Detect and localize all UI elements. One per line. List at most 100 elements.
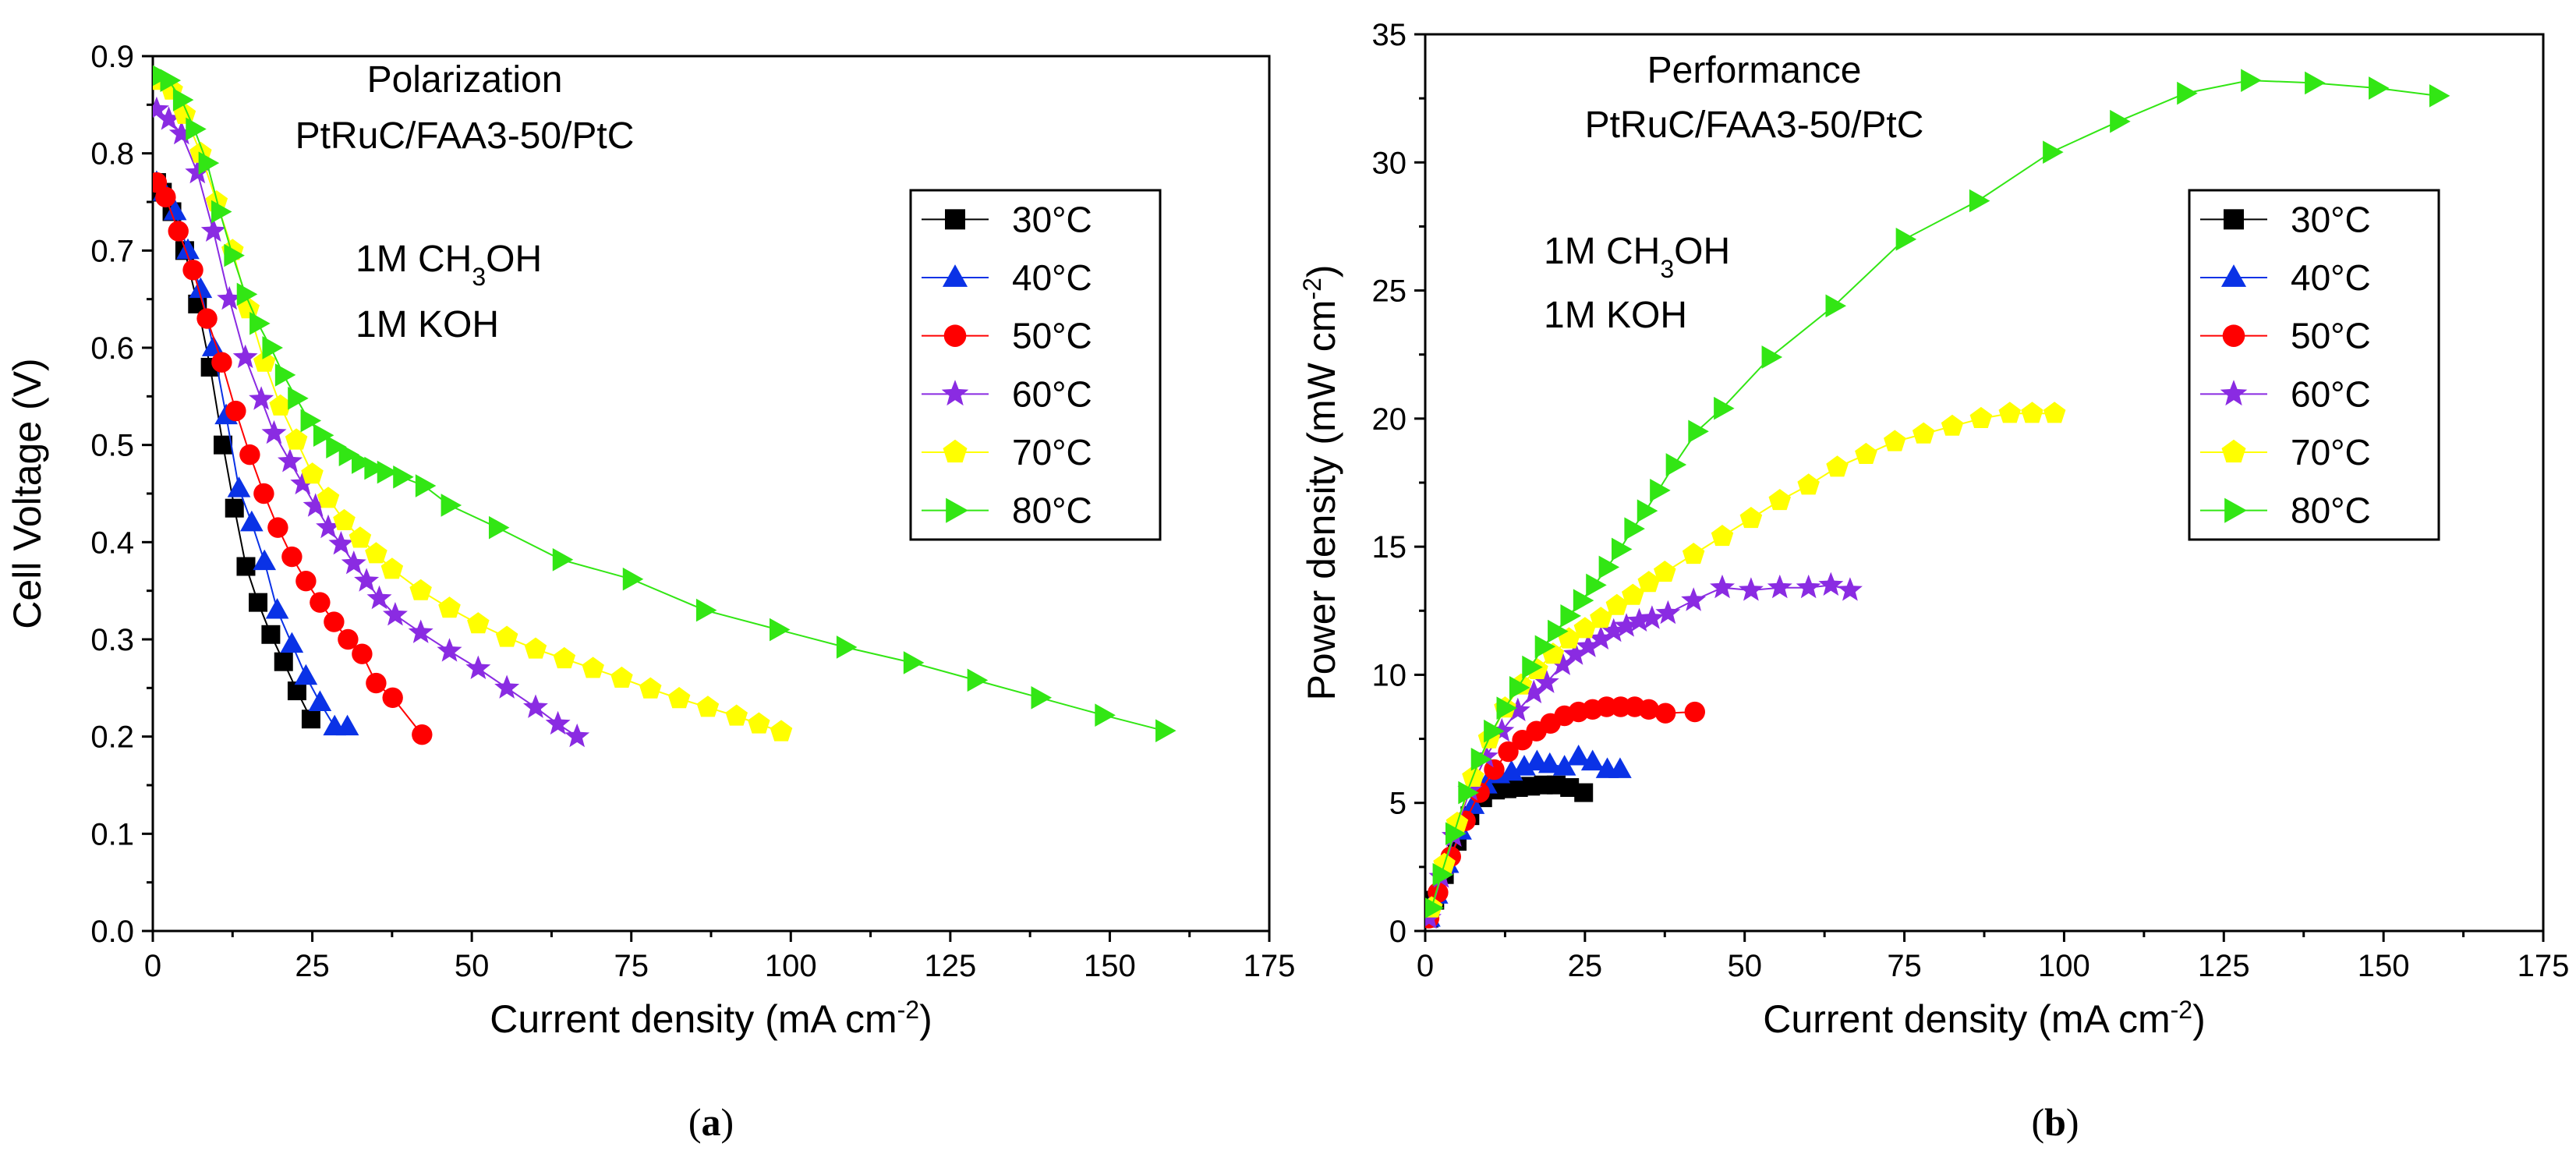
data-point [274,652,293,671]
text-span: ) [2066,1100,2079,1144]
y-tick-label: 0.6 [90,331,134,366]
data-point [232,344,258,369]
data-point [725,704,748,726]
data-point [290,470,316,495]
y-tick-label: 0.8 [90,137,134,172]
data-point [354,568,380,592]
data-point [1612,537,1633,561]
legend-marker [941,380,969,406]
data-point [1552,755,1576,776]
data-point [262,336,283,359]
data-point [1941,414,1964,436]
data-point [1818,572,1844,596]
data-point [224,243,245,267]
data-point [301,462,324,484]
data-point [1638,699,1659,720]
legend-marker [945,209,965,230]
data-point [415,474,437,497]
data-point [326,435,347,458]
series-50c [153,172,433,745]
text-span: ) [721,1100,734,1144]
data-point [1461,793,1485,814]
data-point [214,435,233,455]
data-point [301,710,320,729]
data-point [2177,81,2198,105]
legend-marker [2224,209,2244,230]
legend-marker [942,264,968,287]
data-point [249,593,268,612]
data-point [639,677,662,699]
data-point [328,531,354,555]
data-point [366,672,387,694]
data-point [1739,507,1763,529]
data-point [1608,757,1632,778]
x-tick-label: 150 [1084,949,1136,983]
data-point [1895,228,1917,251]
data-point [1639,605,1665,629]
series-60c [153,96,590,748]
data-point [168,120,194,145]
data-point [524,637,547,659]
data-point [564,723,590,748]
data-point [2043,402,2066,423]
data-point [1761,345,1783,369]
data-point [217,285,242,310]
data-point [1562,641,1588,665]
data-point [383,602,408,626]
y-tick-label: 25 [1372,274,1407,309]
legend-label: 40°C [1012,257,1092,298]
data-point [1998,402,2021,423]
text-span: ) [2192,997,2206,1041]
data-point [553,646,576,669]
data-point [295,571,317,592]
data-point [1573,589,1594,612]
data-point [1580,749,1605,771]
x-tick-label: 100 [2038,949,2090,983]
panel-label: (b) [2031,1100,2079,1144]
x-tick-label: 125 [924,949,976,983]
data-point [1837,577,1863,601]
legend-label: 30°C [1012,199,1092,239]
data-point [153,96,169,121]
legend-box [909,189,1162,541]
x-axis-label: Current density (mA cm-2) [490,996,932,1041]
data-point [1637,571,1661,593]
data-point [2110,109,2131,133]
y-tick-label: 35 [1372,18,1407,52]
data-point [1522,655,1543,679]
data-point [1560,604,1581,628]
data-point [366,585,392,610]
data-point [2305,71,2326,95]
data-point [281,546,303,568]
legend-marker [943,439,968,463]
data-point [274,363,296,387]
data-point [172,88,194,111]
data-point [267,517,288,538]
panel-a-polarization: 0 25 50 75 100 125 150 175 0.0 0.1 0.2 0.3 0.4 0.5 0.6… [5,40,1295,1144]
y-tick-label: 0.7 [90,234,134,268]
y-tick-label: 20 [1372,402,1407,437]
x-tick-label: 75 [1887,949,1922,983]
data-point [1598,555,1620,579]
data-point [1458,780,1479,805]
data-point [1711,525,1734,547]
data-point [1684,701,1705,723]
data-point [156,106,182,130]
data-point [408,619,433,643]
data-point [1432,862,1454,887]
data-point [236,557,256,576]
data-point [409,579,432,600]
data-point [189,277,213,299]
data-point [2241,69,2262,92]
data-point [412,724,433,745]
annotation-methanol: 1M CH3OH [356,239,542,291]
text-span: OH [486,239,542,280]
text-span: ) [919,997,932,1041]
data-point [382,687,403,708]
y-axis-label: Cell Voltage (V) [5,358,49,628]
legend-label: 80°C [2291,490,2371,531]
data-point [269,394,292,416]
data-point [236,282,258,306]
data-point [770,618,791,642]
data-point [1574,783,1594,802]
